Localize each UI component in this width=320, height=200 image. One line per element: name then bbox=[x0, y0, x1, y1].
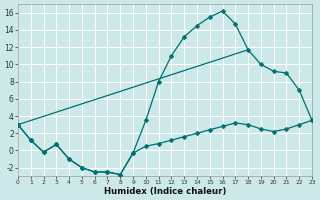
X-axis label: Humidex (Indice chaleur): Humidex (Indice chaleur) bbox=[104, 187, 226, 196]
